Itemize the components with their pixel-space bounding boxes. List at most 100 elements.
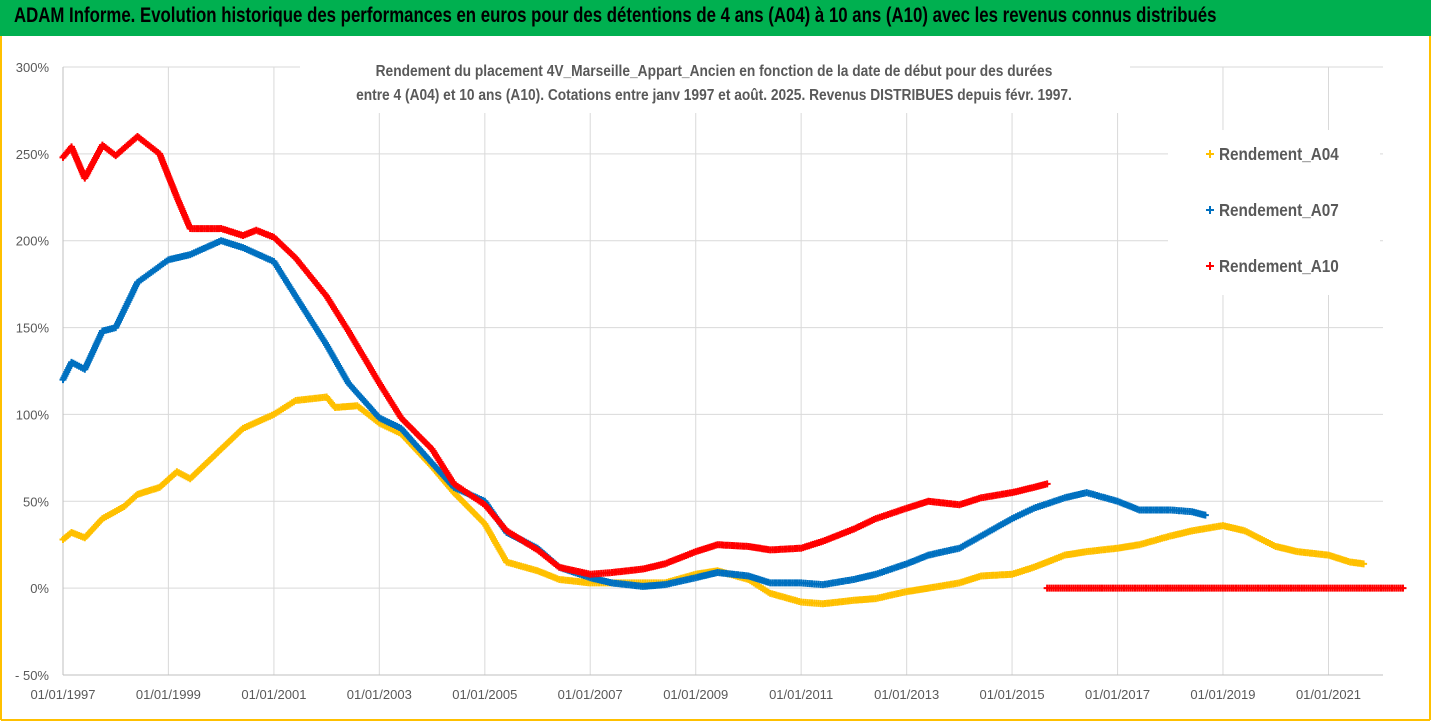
series-segment [1274,543,1300,555]
series-segment [1221,522,1247,534]
series-segment [100,504,126,522]
series-segment [852,571,878,583]
series-segment [874,505,909,522]
page-title: ADAM Informe. Evolution historique des p… [14,4,1217,27]
series-segment [957,573,983,586]
series-segment [482,522,509,564]
series-segment [768,590,803,605]
series-segment [927,498,961,508]
x-tick-label: 01/01/2005 [452,687,517,702]
series-segment [241,411,276,431]
series-segment [641,581,667,590]
series-segment [1032,552,1067,570]
y-tick-label: - 50% [15,668,49,683]
series-segment [1296,548,1330,559]
series-segment [377,381,404,420]
y-tick-label: 300% [16,60,50,75]
series-segment [241,227,258,239]
series-segment [324,294,351,333]
series-segment [1085,489,1119,505]
series-segment [122,492,140,509]
legend-marker [1206,150,1214,158]
series-segment [272,235,298,261]
series-segment [905,552,930,567]
series-segment [82,143,105,180]
series-segment [136,484,162,498]
series-segment [663,548,698,567]
series-segment [1327,552,1352,565]
legend-label: Rendement_A07 [1219,200,1339,220]
series-segment [113,280,140,330]
series-segment [1190,508,1207,519]
series-segment [536,568,561,583]
series-segment [927,579,961,592]
series-segment [188,238,223,258]
series-segment [694,541,720,555]
series-segment [1045,584,1405,592]
series-segment [746,543,772,554]
series-Rendement_A10 [59,132,1407,592]
series-segment [1348,558,1366,568]
series-segment [1063,489,1089,501]
series-segment [68,145,88,180]
series-segment [377,420,403,437]
series-Rendement_A07 [59,237,1209,590]
series-segment [874,561,909,578]
series-segment [905,498,930,512]
series-segment [294,393,329,404]
series-segment [927,545,961,559]
series-segment [979,570,1014,580]
x-tick-label: 01/01/2013 [874,687,939,702]
series-segment [135,257,171,285]
series-segment [716,569,750,580]
legend-marker [1206,262,1214,270]
series-segment [588,569,614,578]
series-segment [1010,564,1036,578]
x-tick-label: 01/01/2009 [663,687,728,702]
series-segment [1169,506,1194,515]
x-tick-label: 01/01/2011 [769,687,833,702]
series-segment [852,595,878,604]
series-segment [768,544,803,554]
series-segment [377,415,403,431]
legend: Rendement_A04 Rendement_A07 Rendement_A10 [1168,130,1380,295]
series-segment [799,538,825,552]
chart-subtitle-line: Rendement du placement 4V_Marseille_Appa… [376,62,1053,80]
series-segment [166,251,192,263]
series-segment [852,516,878,532]
x-tick-label: 01/01/1997 [30,687,95,702]
chart-subtitle-line: entre 4 (A04) et 10 ans (A10). Cotations… [356,86,1072,104]
series-segment [905,585,930,595]
series-segment [505,559,539,574]
series-segment [100,324,118,334]
series-segment [100,143,118,158]
series-segment [535,547,562,570]
series-segment [1137,506,1172,514]
series-segment [1063,548,1089,559]
legend-marker [1206,206,1214,214]
series-segment [1085,544,1119,555]
y-tick-label: 100% [16,407,50,422]
y-tick-label: 250% [16,147,50,162]
series-segment [241,245,276,265]
series-segment [504,528,540,553]
series-segment [557,576,592,587]
series-segment [399,416,434,452]
series-segment [429,447,457,486]
series-segment [821,526,856,544]
series-segment [694,569,720,581]
series-segment [219,237,245,251]
series-segment [768,579,803,587]
series-segment [324,395,338,410]
series-segment [979,516,1014,539]
series-segment [219,426,245,452]
y-tick-label: 150% [16,321,50,336]
series-segment [452,481,487,507]
series-segment [610,565,645,576]
series-segment [293,256,329,299]
series-segment [1168,527,1194,540]
series-segment [135,134,162,156]
series-segment [1137,533,1172,548]
x-tick-label: 01/01/2003 [347,687,412,702]
series-segment [663,574,698,588]
